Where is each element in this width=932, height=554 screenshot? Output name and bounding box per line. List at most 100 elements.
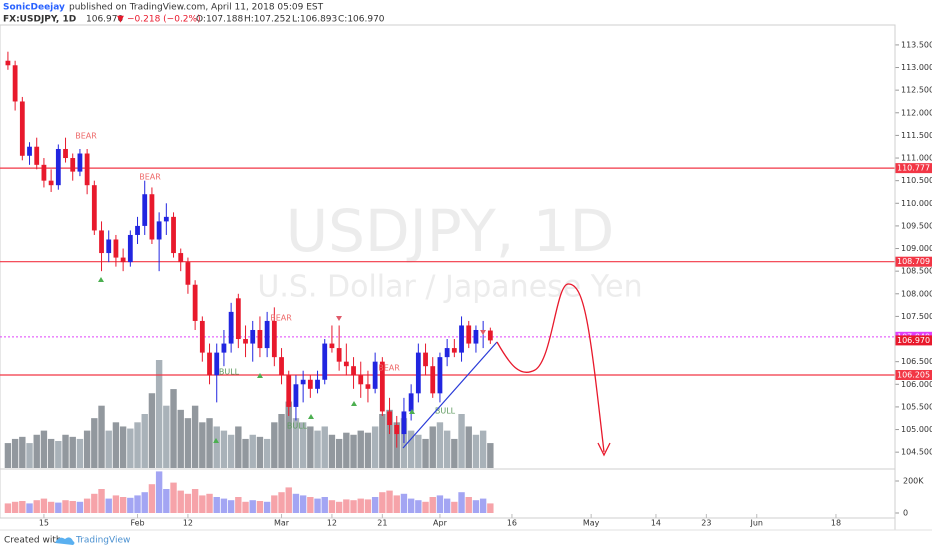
- volume-overlay-bar: [386, 409, 393, 468]
- y-tick-label: 110.000: [901, 199, 932, 208]
- x-tick-label: 18: [831, 519, 841, 528]
- volume-overlay-bar: [443, 430, 451, 468]
- candle-body: [171, 216, 176, 254]
- x-tick-label: Feb: [130, 519, 144, 528]
- volume-bar: [148, 484, 156, 513]
- y-tick-label: 105.500: [901, 402, 932, 411]
- candle-body: [401, 411, 407, 435]
- volume-overlay-bar: [91, 418, 98, 468]
- volume-bar: [105, 498, 112, 513]
- volume-overlay-bar: [357, 430, 364, 468]
- author[interactable]: SonicDeejay: [3, 3, 65, 13]
- volume-overlay-bar: [292, 418, 300, 468]
- candle-body: [250, 329, 256, 344]
- candle-body: [286, 375, 292, 407]
- volume-overlay-bar: [227, 434, 235, 468]
- y-tick-label: 112.500: [901, 86, 932, 95]
- candle-body: [365, 384, 371, 389]
- candle-body: [99, 230, 104, 254]
- last-price-bg: [895, 335, 932, 346]
- signal-up: [308, 414, 314, 419]
- volume-bar: [465, 497, 472, 513]
- y-tick-label: 108.000: [901, 289, 932, 298]
- y-tick-label: 106.000: [901, 380, 932, 389]
- candle-body: [444, 348, 450, 358]
- volume-bar: [235, 497, 242, 513]
- volume-overlay-bar: [479, 430, 487, 468]
- candle-body: [430, 366, 436, 394]
- volume-bar: [119, 497, 127, 513]
- volume-bar: [278, 492, 285, 513]
- volume-overlay-bar: [328, 434, 336, 468]
- footer-created: Created with: [4, 536, 62, 546]
- candle-body: [192, 284, 198, 321]
- volume-bar: [422, 501, 429, 513]
- volume-bar: [112, 495, 120, 513]
- candle-body: [34, 146, 40, 165]
- candle-body: [5, 60, 11, 66]
- candle-body: [315, 379, 320, 389]
- volume-bar: [292, 493, 300, 513]
- candle-body: [307, 379, 313, 389]
- volume-overlay-bar: [206, 418, 213, 468]
- candle-body: [408, 393, 414, 412]
- candle-body: [372, 361, 378, 389]
- volume-overlay-bar: [119, 426, 127, 468]
- volume-bar: [407, 498, 415, 513]
- y-tick-label: 106.500: [901, 357, 932, 366]
- volume-bar: [249, 500, 256, 513]
- y-tick-label: 104.500: [901, 448, 932, 457]
- volume-bar: [343, 499, 350, 513]
- footer-brand[interactable]: TradingView: [75, 536, 130, 546]
- candle-body: [293, 384, 299, 407]
- x-tick-label: 16: [507, 519, 517, 528]
- volume-bar: [155, 471, 163, 513]
- volume-overlay-bar: [4, 443, 12, 468]
- volume-bar: [177, 490, 184, 513]
- x-tick-label: 23: [701, 519, 711, 528]
- volume-overlay-bar: [364, 432, 372, 468]
- x-tick-label: May: [583, 519, 600, 528]
- volume-overlay-bar: [429, 426, 436, 468]
- candle-body: [379, 361, 385, 412]
- x-tick-label: Apr: [433, 519, 448, 528]
- candle-body: [156, 221, 162, 240]
- level-label-bg: [895, 163, 932, 174]
- candle-body: [113, 239, 119, 258]
- candle-body: [257, 329, 263, 349]
- y-tick-label: 113.000: [901, 63, 932, 72]
- volume-overlay-bar: [465, 426, 472, 468]
- volume-bar: [436, 495, 444, 513]
- volume-bar: [335, 501, 343, 513]
- volume-bar: [227, 500, 235, 513]
- volume-overlay-bar: [242, 438, 249, 468]
- volume-overlay-bar: [191, 405, 199, 468]
- high-label: H:107.252: [244, 15, 291, 25]
- candle-body: [12, 65, 18, 102]
- candle-body: [48, 180, 54, 186]
- volume-bar: [285, 487, 292, 513]
- last-price-label: 106.970: [897, 336, 930, 345]
- published: published on TradingView.com, April 11, …: [69, 3, 324, 13]
- level-label: 108.709: [897, 257, 930, 266]
- signal-up: [257, 373, 263, 378]
- candle-body: [221, 343, 227, 353]
- signal-up: [213, 438, 219, 443]
- volume-bar: [199, 495, 206, 513]
- volume-bar: [191, 489, 199, 513]
- volume-bar: [393, 495, 400, 513]
- volume-overlay-bar: [256, 436, 264, 468]
- trend-line: [402, 341, 498, 449]
- volume-overlay-bar: [69, 436, 76, 468]
- volume-bar: [62, 500, 69, 513]
- volume-overlay-bar: [163, 405, 170, 468]
- level-label: 106.205: [897, 371, 930, 380]
- y-tick-label: 111.000: [901, 154, 932, 163]
- candle-body: [185, 262, 191, 285]
- candle-body: [70, 158, 76, 172]
- candle-body: [84, 153, 90, 186]
- volume-bar: [83, 498, 91, 513]
- candle-body: [451, 348, 457, 353]
- y-tick-label: 109.000: [901, 244, 932, 253]
